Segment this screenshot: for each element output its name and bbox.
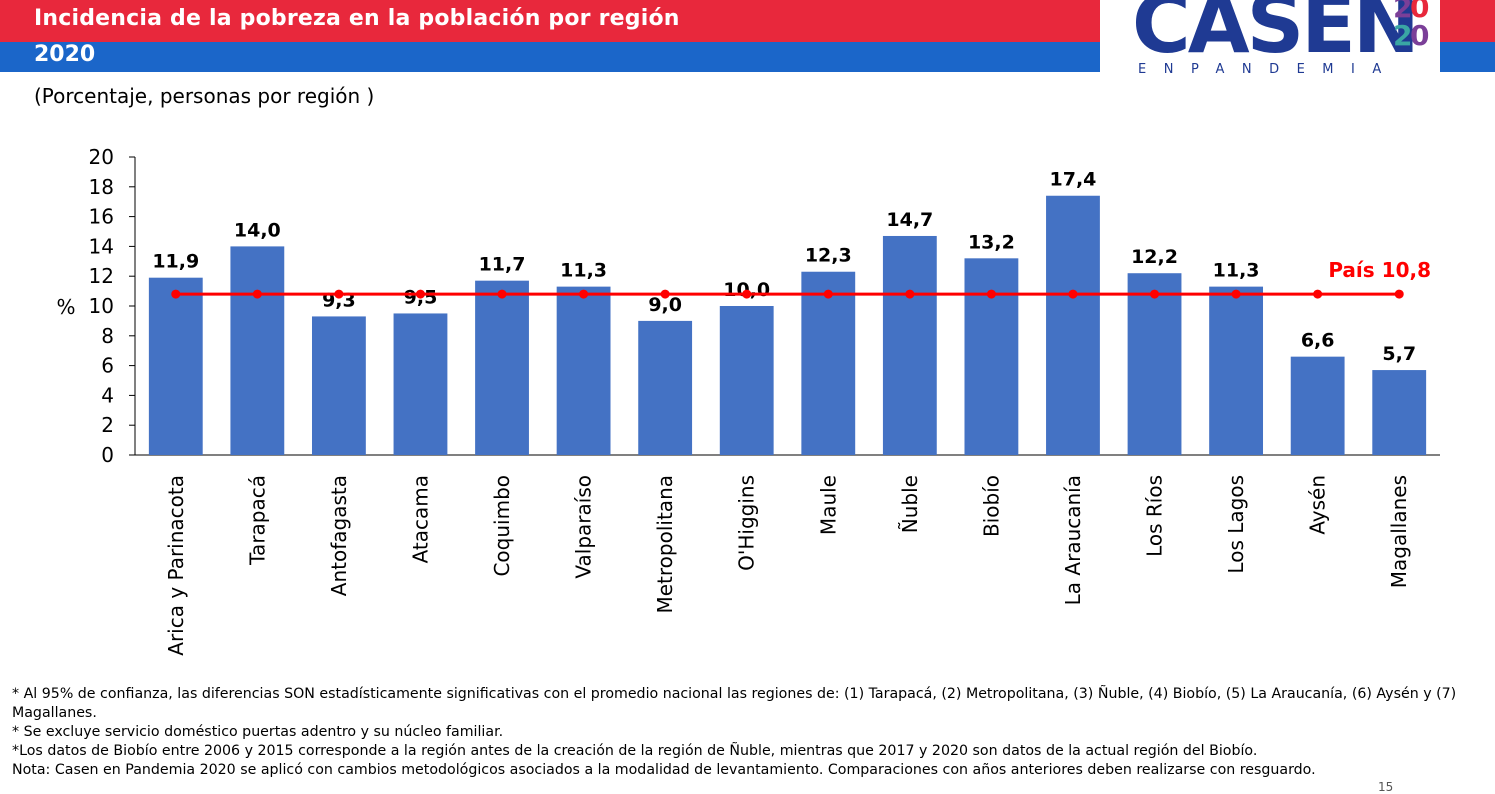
bar-value-label: 11,9 (152, 251, 199, 273)
bar (638, 320, 693, 455)
bar (1372, 370, 1427, 455)
footnote-3: *Los datos de Biobío entre 2006 y 2015 c… (12, 743, 1258, 759)
bar (393, 313, 448, 455)
bar-value-label: 13,2 (968, 231, 1015, 253)
national-average-label: País 10,8 (1328, 258, 1431, 282)
average-marker (497, 289, 507, 299)
average-marker (1394, 289, 1404, 299)
average-marker (1313, 289, 1323, 299)
footnote-1: * Al 95% de confianza, las diferencias S… (12, 686, 1457, 721)
average-marker (986, 289, 996, 299)
bar-value-label: 14,7 (886, 209, 933, 231)
logo-digit-1: 2 (1393, 0, 1413, 24)
category-label: Arica y Parinacota (164, 475, 188, 656)
bar (1290, 356, 1345, 455)
bar-value-label: 5,7 (1382, 343, 1416, 365)
page-subtitle: (Porcentaje, personas por región ) (34, 84, 375, 108)
bar-value-label: 9,0 (648, 294, 682, 316)
header-blue-band (0, 42, 1100, 72)
bar-value-label: 14,0 (234, 219, 281, 241)
average-marker (905, 289, 915, 299)
category-label: Ñuble (898, 475, 922, 533)
logo-digit-2: 0 (1410, 0, 1430, 24)
bar (311, 316, 366, 455)
bar-value-label: 12,3 (805, 245, 852, 267)
average-marker (579, 289, 589, 299)
category-label: Valparaíso (572, 475, 596, 579)
category-label: Tarapacá (245, 475, 269, 566)
bar (475, 280, 529, 455)
bar-value-label: 11,7 (479, 254, 526, 276)
bar (1127, 273, 1182, 455)
footnotes: * Al 95% de confianza, las diferencias S… (12, 685, 1482, 780)
average-marker (1231, 289, 1241, 299)
bar (148, 277, 203, 455)
y-tick-label: 2 (101, 413, 114, 437)
header-red-band (0, 0, 1100, 42)
header-red-band-right (1440, 0, 1495, 42)
category-label: Atacama (408, 475, 432, 563)
y-tick-label: 16 (89, 205, 114, 229)
bar (719, 306, 774, 455)
logo-tagline: ENPANDEMIA (1138, 62, 1399, 77)
category-label: Coquimbo (490, 475, 514, 577)
page-number: 15 (1378, 780, 1394, 794)
y-tick-label: 6 (101, 354, 114, 378)
bar-value-label: 17,4 (1050, 169, 1097, 191)
average-marker (1150, 289, 1160, 299)
average-marker (742, 289, 752, 299)
y-tick-label: 8 (101, 324, 114, 348)
average-marker (823, 289, 833, 299)
poverty-bar-chart: 0 2 4 6 8 10 12 14 16 18 20% 11,9 Arica y Parinacota… (56, 145, 1440, 656)
category-label: Aysén (1306, 475, 1330, 535)
category-label: Antofagasta (327, 475, 351, 596)
logo-digit-4: 0 (1410, 19, 1430, 52)
logo-digit-3: 2 (1393, 19, 1413, 52)
casen-logo: CASEN 2 0 2 0 ENPANDEMIA (1100, 0, 1440, 78)
category-label: O'Higgins (735, 475, 759, 571)
category-label: Magallanes (1387, 475, 1411, 588)
bar (230, 246, 285, 455)
y-tick-label: 14 (89, 234, 114, 258)
average-marker (171, 289, 181, 299)
y-tick-label: 12 (89, 264, 114, 288)
bar (556, 286, 611, 455)
page-title: Incidencia de la pobreza en la población… (34, 6, 680, 31)
bar-value-label: 6,6 (1301, 330, 1335, 352)
header-blue-band-right (1440, 42, 1495, 72)
average-marker (252, 289, 262, 299)
footnote-4: Nota: Casen en Pandemia 2020 se aplicó c… (12, 762, 1316, 778)
category-label: Los Lagos (1224, 475, 1248, 574)
bar-value-label: 11,3 (560, 260, 607, 282)
footnote-2: * Se excluye servicio doméstico puertas … (12, 724, 504, 740)
bar-value-label: 11,3 (1213, 260, 1260, 282)
category-label: Metropolitana (653, 475, 677, 614)
average-marker (1068, 289, 1078, 299)
bar (801, 271, 856, 455)
bar (1046, 195, 1100, 456)
average-marker (415, 289, 425, 299)
y-tick-label: 0 (101, 443, 114, 467)
category-label: Maule (816, 475, 840, 535)
bar-value-label: 12,2 (1131, 246, 1178, 268)
y-tick-label: 4 (101, 383, 114, 407)
bar (964, 258, 1019, 455)
logo-word: CASEN (1132, 0, 1420, 71)
average-marker (334, 289, 344, 299)
y-tick-label: 20 (89, 145, 114, 169)
page-year: 2020 (34, 42, 96, 67)
average-marker (660, 289, 670, 299)
y-axis-label: % (56, 295, 75, 319)
y-tick-label: 18 (89, 175, 114, 199)
bar (882, 235, 937, 455)
category-label: Biobío (979, 475, 1003, 537)
category-label: Los Ríos (1143, 475, 1167, 557)
category-label: La Araucanía (1061, 475, 1085, 605)
bar (1209, 286, 1264, 455)
y-tick-label: 10 (89, 294, 114, 318)
